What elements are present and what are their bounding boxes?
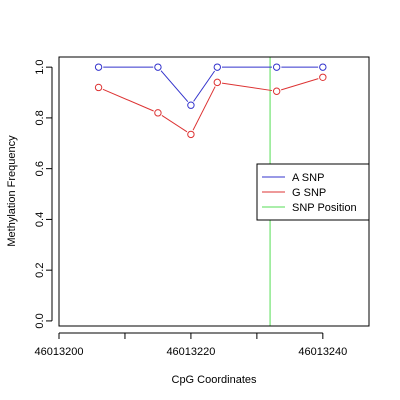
data-point-g-snp: [187, 130, 195, 139]
legend-label-a-snp: A SNP: [292, 172, 324, 184]
series-segment-g-snp: [281, 78, 319, 91]
data-point-a-snp: [319, 63, 327, 71]
series-segment-a-snp: [160, 70, 189, 102]
data-point-a-snp: [94, 63, 103, 71]
series-segment-a-snp: [193, 70, 216, 102]
legend-label-snp-position: SNP Position: [292, 202, 357, 214]
data-point-a-snp: [272, 63, 281, 71]
data-point-g-snp: [213, 78, 221, 87]
x-tick-label: 46013220: [166, 346, 215, 358]
y-tick-label: 0.2: [34, 263, 46, 278]
y-tick-label: 0.8: [34, 110, 46, 125]
series-segment-g-snp: [221, 82, 273, 92]
y-tick-label: 1.0: [34, 60, 46, 75]
x-tick-label: 46013200: [35, 346, 84, 358]
series-segment-g-snp: [102, 88, 154, 112]
legend: A SNP G SNP SNP Position: [256, 163, 370, 221]
x-axis-label: CpG Coordinates: [172, 374, 257, 386]
y-tick-label: 0.6: [34, 161, 46, 176]
data-point-a-snp: [213, 63, 221, 71]
series-segment-g-snp: [192, 86, 216, 131]
y-tick-label: 0.4: [34, 212, 46, 227]
data-point-g-snp: [272, 87, 281, 95]
y-tick-label: 0.0: [34, 313, 46, 328]
x-tick-label: 46013240: [298, 346, 347, 358]
series-segment-g-snp: [161, 114, 188, 133]
data-point-g-snp: [319, 73, 327, 82]
data-point-g-snp: [94, 83, 103, 92]
data-point-a-snp: [154, 63, 162, 71]
y-axis-label: Methylation Frequency: [6, 135, 18, 247]
legend-label-g-snp: G SNP: [292, 187, 326, 199]
data-point-g-snp: [154, 109, 162, 117]
data-point-a-snp: [187, 101, 195, 109]
